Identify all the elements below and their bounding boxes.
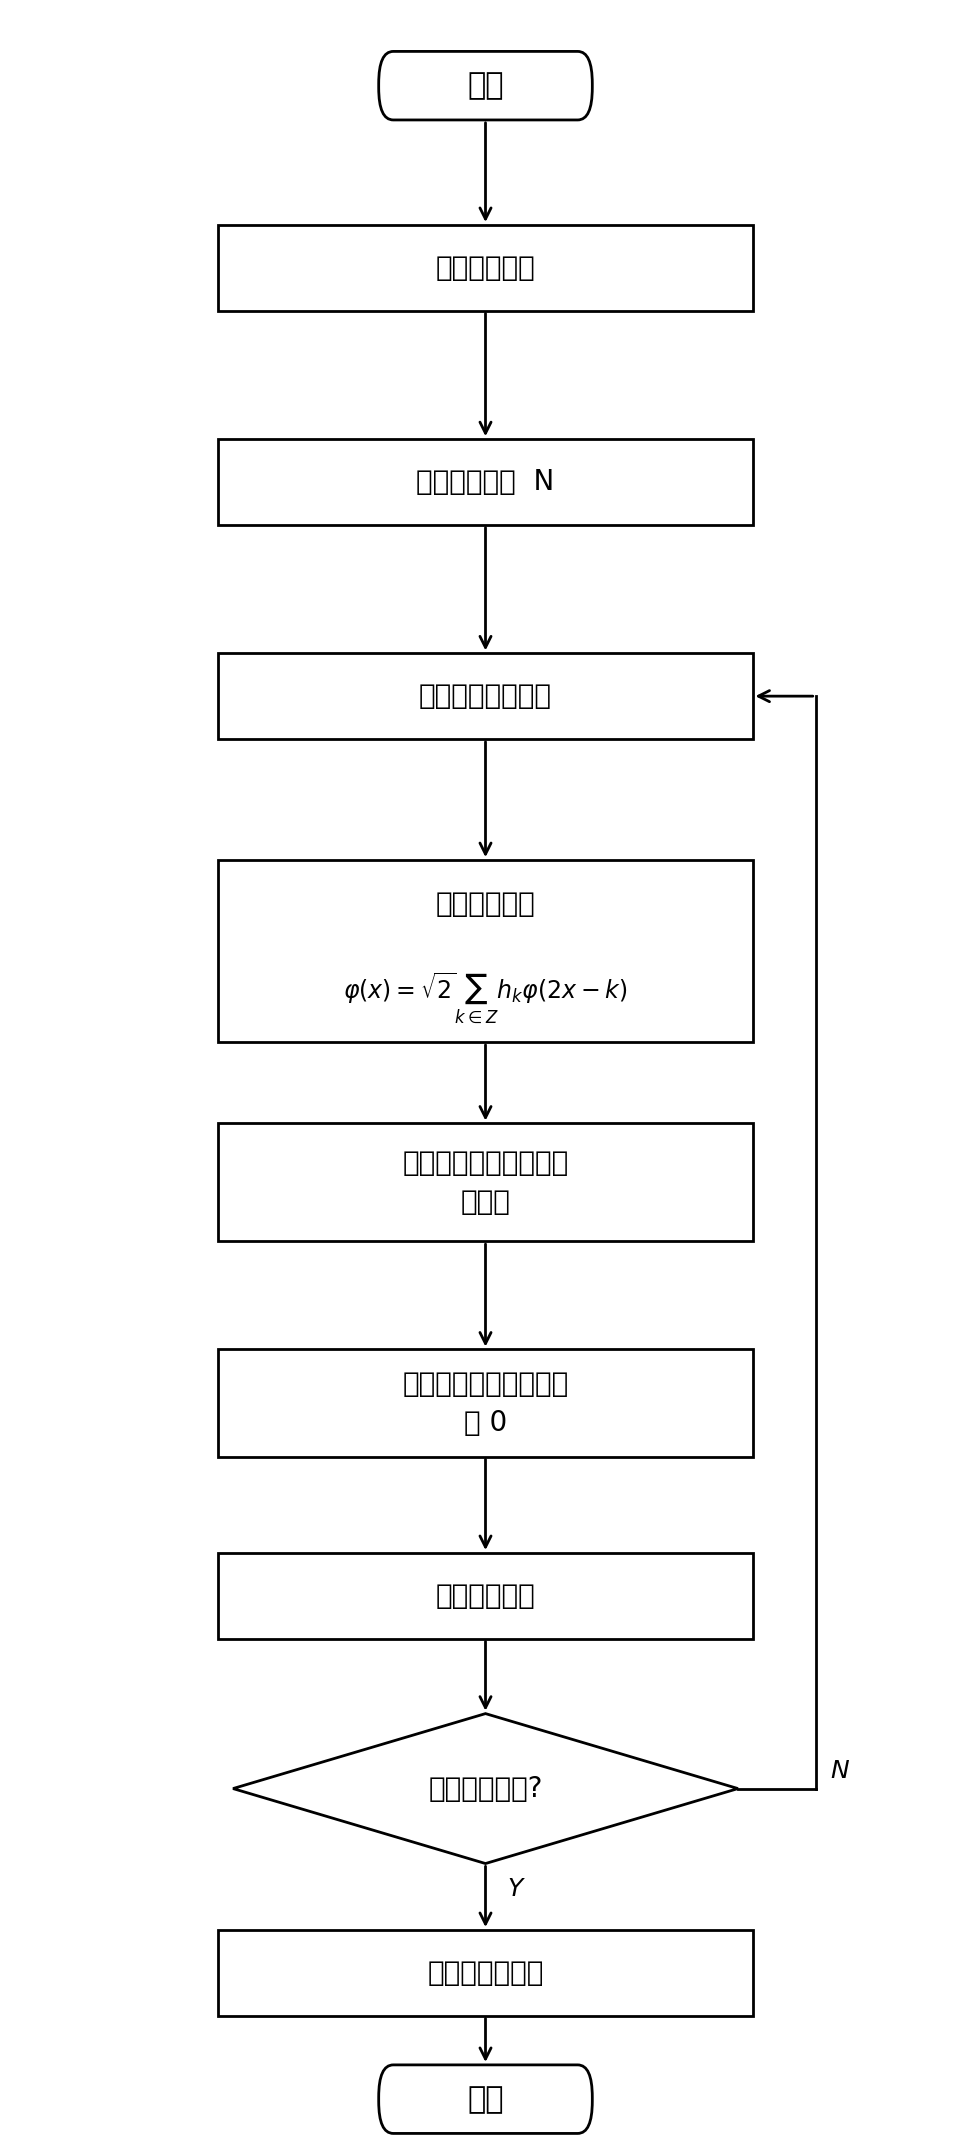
Bar [218,1930,753,2016]
Text: N: N [830,1759,850,1784]
Text: 数据运算及处理: 数据运算及处理 [427,1958,544,1988]
Bar [218,439,753,525]
Bar [218,653,753,739]
Text: 原始信号采集: 原始信号采集 [436,253,535,283]
FancyBboxPatch shape [379,51,592,120]
FancyBboxPatch shape [379,2065,592,2133]
Text: 构造尺度函数: 构造尺度函数 [436,889,535,919]
Text: 开始: 开始 [467,71,504,101]
Text: 结束: 结束 [467,2084,504,2114]
Text: 小波阈值函数选取: 小波阈值函数选取 [419,681,552,711]
Text: 设置要滤除的高频系数
为 0: 设置要滤除的高频系数 为 0 [402,1369,569,1437]
Bar [218,859,753,1041]
Text: Y: Y [507,1876,522,1902]
Bar [218,1349,753,1457]
Bar [218,225,753,311]
Text: 有用信号重构: 有用信号重构 [436,1581,535,1611]
Polygon shape [233,1714,738,1864]
Text: 确定分解层数  N: 确定分解层数 N [417,467,554,497]
Bar [218,1122,753,1240]
Text: 是否处理结束?: 是否处理结束? [428,1774,543,1804]
Text: $\varphi(x)=\sqrt{2}\sum_{k\in Z}h_k\varphi(2x-k)$: $\varphi(x)=\sqrt{2}\sum_{k\in Z}h_k\var… [344,970,627,1026]
Text: 对信号按照尺度函数进
行分解: 对信号按照尺度函数进 行分解 [402,1148,569,1217]
Bar [218,1553,753,1639]
